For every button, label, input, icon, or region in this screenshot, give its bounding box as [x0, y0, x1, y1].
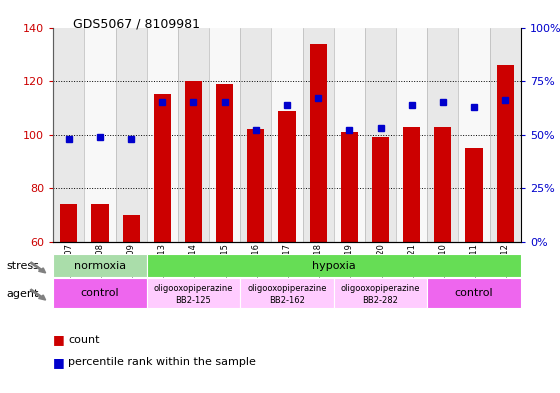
Bar [123, 215, 139, 242]
Bar [53, 254, 147, 277]
Bar [334, 28, 365, 242]
Text: control: control [455, 288, 493, 298]
Bar [310, 44, 326, 242]
Bar [185, 81, 202, 242]
Bar [403, 127, 420, 242]
Text: hypoxia: hypoxia [312, 261, 356, 271]
Bar [147, 254, 521, 277]
Text: BB2-282: BB2-282 [362, 296, 399, 305]
Text: percentile rank within the sample: percentile rank within the sample [68, 357, 256, 367]
Text: stress: stress [7, 261, 40, 272]
Text: GDS5067 / 8109981: GDS5067 / 8109981 [73, 18, 200, 31]
Text: normoxia: normoxia [74, 261, 126, 271]
Bar [427, 28, 459, 242]
Text: oligooxopiperazine: oligooxopiperazine [341, 284, 420, 292]
Text: agent: agent [7, 288, 39, 299]
Bar [435, 127, 451, 242]
Bar [278, 110, 296, 242]
Text: ■: ■ [53, 333, 65, 347]
Bar [53, 28, 85, 242]
Bar [334, 278, 427, 308]
Bar [302, 28, 334, 242]
Bar [115, 28, 147, 242]
Text: oligooxopiperazine: oligooxopiperazine [248, 284, 326, 292]
Text: control: control [81, 288, 119, 298]
Text: oligooxopiperazine: oligooxopiperazine [154, 284, 233, 292]
Bar [248, 129, 264, 242]
Bar [240, 28, 272, 242]
Bar [465, 148, 483, 242]
Bar [60, 204, 77, 242]
Bar [209, 28, 240, 242]
Bar [154, 94, 171, 242]
Bar [91, 204, 109, 242]
Bar [85, 28, 115, 242]
Bar [396, 28, 427, 242]
Bar [272, 28, 302, 242]
Bar [147, 28, 178, 242]
Bar [459, 28, 489, 242]
Text: ■: ■ [53, 356, 65, 369]
Bar [365, 28, 396, 242]
Bar [147, 278, 240, 308]
Bar [53, 278, 147, 308]
Bar [427, 278, 521, 308]
Bar [216, 84, 233, 242]
Bar [497, 65, 514, 242]
Text: count: count [68, 335, 100, 345]
Bar [341, 132, 358, 242]
Bar [372, 137, 389, 242]
Text: BB2-125: BB2-125 [176, 296, 211, 305]
Bar [489, 28, 521, 242]
Text: BB2-162: BB2-162 [269, 296, 305, 305]
Bar [240, 278, 334, 308]
Bar [178, 28, 209, 242]
